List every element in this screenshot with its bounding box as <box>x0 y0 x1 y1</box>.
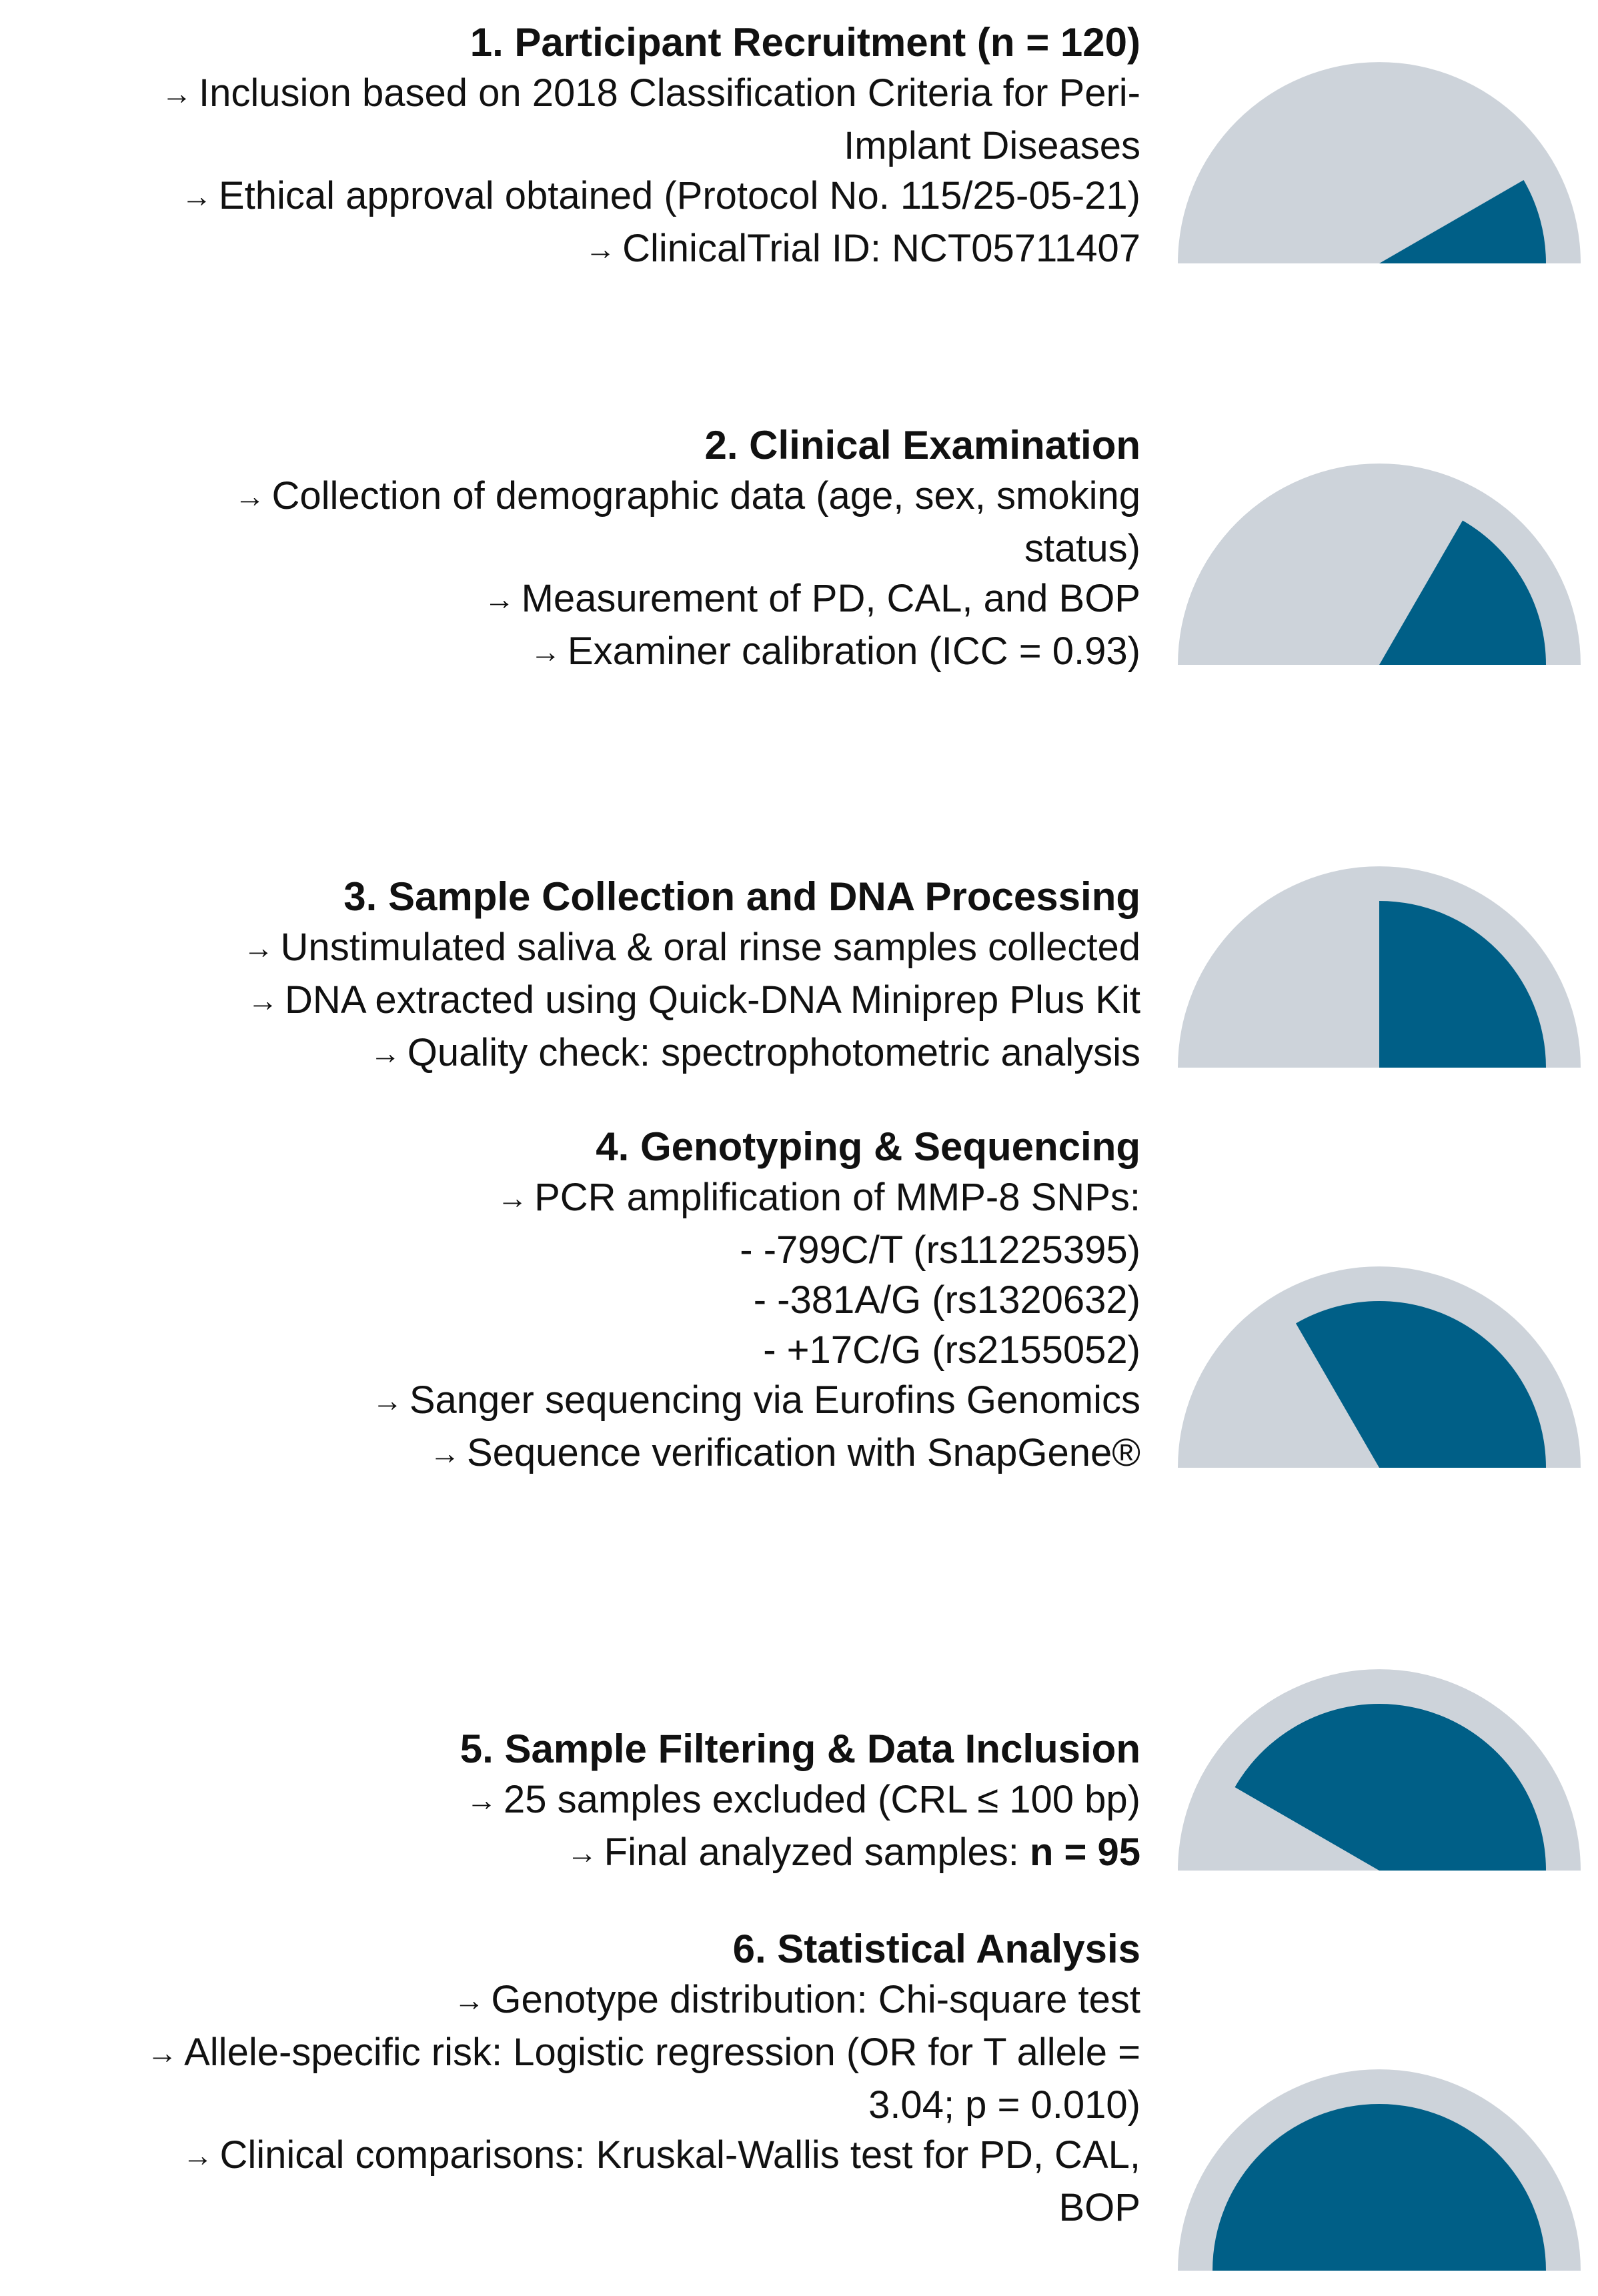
step-6-progress-gauge <box>1176 2034 1583 2274</box>
arrow-right-icon: → <box>181 179 212 213</box>
step-1-line-3: → Ethical approval obtained (Protocol No.… <box>181 174 1140 217</box>
step-3-line-3: → Quality check: spectrophotometric analy… <box>369 1031 1140 1074</box>
arrow-right-icon: → <box>369 1036 401 1070</box>
step-3-progress-gauge <box>1176 831 1583 1071</box>
arrow-right-icon: → <box>429 1436 460 1470</box>
arrow-right-icon: → <box>497 1180 528 1215</box>
step-2-line-2: status) <box>1024 527 1140 570</box>
step-6-line-1: → Genotype distribution: Chi-square test <box>454 1978 1140 2021</box>
step-2-title: 2. Clinical Examination <box>704 423 1140 467</box>
gauge-fill <box>1379 520 1546 665</box>
step-5-line-2: → Final analyzed samples: n = 95 <box>566 1831 1140 1874</box>
arrow-right-icon: → <box>147 2035 178 2070</box>
step-5-title: 5. Sample Filtering & Data Inclusion <box>460 1727 1140 1771</box>
step-1-progress-gauge <box>1176 27 1583 267</box>
step-2-text: 2. Clinical Examination → Collection of d… <box>0 420 1140 679</box>
step-3-line-2: → DNA extracted using Quick-DNA Miniprep … <box>247 978 1140 1022</box>
gauge-fill <box>1213 2104 1546 2271</box>
step-2-progress-gauge <box>1176 428 1583 668</box>
step-6-line-3: 3.04; p = 0.010) <box>868 2083 1140 2127</box>
step-1-line-2: Implant Diseases <box>844 124 1140 167</box>
step-6-line-4: → Clinical comparisons: Kruskal-Wallis te… <box>182 2133 1140 2177</box>
step-2-line-1: → Collection of demographic data (age, se… <box>234 474 1140 517</box>
step-2-line-4: → Examiner calibration (ICC = 0.93) <box>530 630 1140 673</box>
arrow-right-icon: → <box>484 582 515 616</box>
gauge-svg <box>1178 463 1581 665</box>
step-6-line-2: → Allele-specific risk: Logistic regressi… <box>147 2031 1140 2074</box>
arrow-right-icon: → <box>182 2138 213 2173</box>
arrow-right-icon: → <box>585 231 616 266</box>
gauge-svg <box>1178 62 1581 264</box>
step-4-text: 4. Genotyping & Sequencing → PCR amplific… <box>0 1122 1140 1480</box>
step-4-progress-gauge <box>1176 1231 1583 1471</box>
gauge-fill <box>1379 179 1546 263</box>
arrow-right-icon: → <box>371 1383 403 1418</box>
step-4-line-3: - -381A/G (rs1320632) <box>753 1278 1140 1322</box>
gauge-fill <box>1295 1301 1546 1468</box>
step-1-line-4: → ClinicalTrial ID: NCT05711407 <box>585 227 1140 270</box>
step-1-text: 1. Participant Recruitment (n = 120) → In… <box>0 17 1140 276</box>
step-3-text: 3. Sample Collection and DNA Processing … <box>0 872 1140 1080</box>
arrow-right-icon: → <box>247 983 279 1018</box>
step-4-title: 4. Genotyping & Sequencing <box>596 1124 1140 1169</box>
arrow-right-icon: → <box>454 1983 485 2017</box>
step-2-line-3: → Measurement of PD, CAL, and BOP <box>484 577 1140 620</box>
gauge-svg <box>1178 2069 1581 2271</box>
step-3-line-1: → Unstimulated saliva & oral rinse sample… <box>243 926 1140 969</box>
gauge-svg <box>1178 1669 1581 1871</box>
arrow-right-icon: → <box>566 1835 598 1870</box>
step-1-line-1: → Inclusion based on 2018 Classification … <box>161 71 1140 115</box>
step-1-title: 1. Participant Recruitment (n = 120) <box>470 20 1140 65</box>
arrow-right-icon: → <box>243 930 274 965</box>
step-5-progress-gauge <box>1176 1634 1583 1874</box>
step-4-line-4: - +17C/G (rs2155052) <box>763 1328 1140 1372</box>
step-3-title: 3. Sample Collection and DNA Processing <box>343 874 1140 919</box>
arrow-right-icon: → <box>466 1783 498 1817</box>
arrow-right-icon: → <box>161 76 192 111</box>
arrow-right-icon: → <box>530 634 561 669</box>
step-6-text: 6. Statistical Analysis → Genotype distri… <box>0 1924 1140 2233</box>
final-sample-count: n = 95 <box>1029 1831 1140 1874</box>
step-6-title: 6. Statistical Analysis <box>732 1927 1140 1971</box>
arrow-right-icon: → <box>234 479 265 513</box>
gauge-svg <box>1178 1266 1581 1468</box>
step-4-line-5: → Sanger sequencing via Eurofins Genomics <box>371 1378 1140 1422</box>
step-6-line-5: BOP <box>1058 2186 1141 2229</box>
gauge-fill <box>1379 901 1546 1068</box>
step-4-line-6: → Sequence verification with SnapGene® <box>429 1431 1140 1474</box>
step-5-line-1: → 25 samples excluded (CRL ≤ 100 bp) <box>466 1778 1140 1821</box>
step-5-text: 5. Sample Filtering & Data Inclusion → 25… <box>0 1724 1140 1880</box>
gauge-svg <box>1178 866 1581 1068</box>
step-4-line-1: → PCR amplification of MMP-8 SNPs: <box>497 1176 1140 1219</box>
step-4-line-2: - -799C/T (rs11225395) <box>740 1228 1140 1272</box>
gauge-fill <box>1235 1704 1546 1871</box>
